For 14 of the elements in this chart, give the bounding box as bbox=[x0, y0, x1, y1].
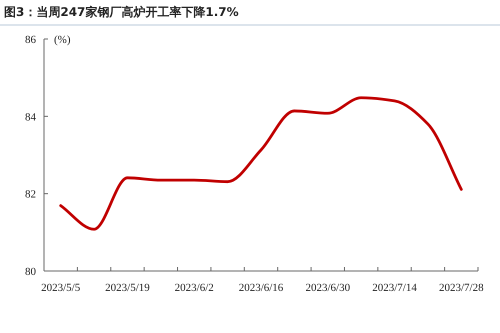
x-tick-label: 2023/7/28 bbox=[438, 282, 484, 294]
chart-title: 图3：当周247家钢厂高炉开工率下降1.7% bbox=[4, 5, 239, 19]
y-tick-label: 80 bbox=[25, 266, 36, 278]
y-tick-label: 84 bbox=[25, 111, 36, 124]
x-tick-label: 2023/7/14 bbox=[372, 282, 418, 294]
x-tick-label: 2023/6/16 bbox=[238, 282, 284, 294]
line-series bbox=[59, 96, 463, 231]
x-tick-label: 2023/6/2 bbox=[174, 282, 214, 294]
y-axis-title: (%) bbox=[54, 34, 71, 46]
y-tick-label: 82 bbox=[25, 188, 36, 201]
x-tick-label: 2023/5/5 bbox=[41, 282, 81, 294]
y-tick-label: 86 bbox=[25, 34, 36, 46]
x-tick-label: 2023/5/19 bbox=[105, 282, 150, 294]
x-tick-label: 2023/6/30 bbox=[305, 282, 351, 294]
